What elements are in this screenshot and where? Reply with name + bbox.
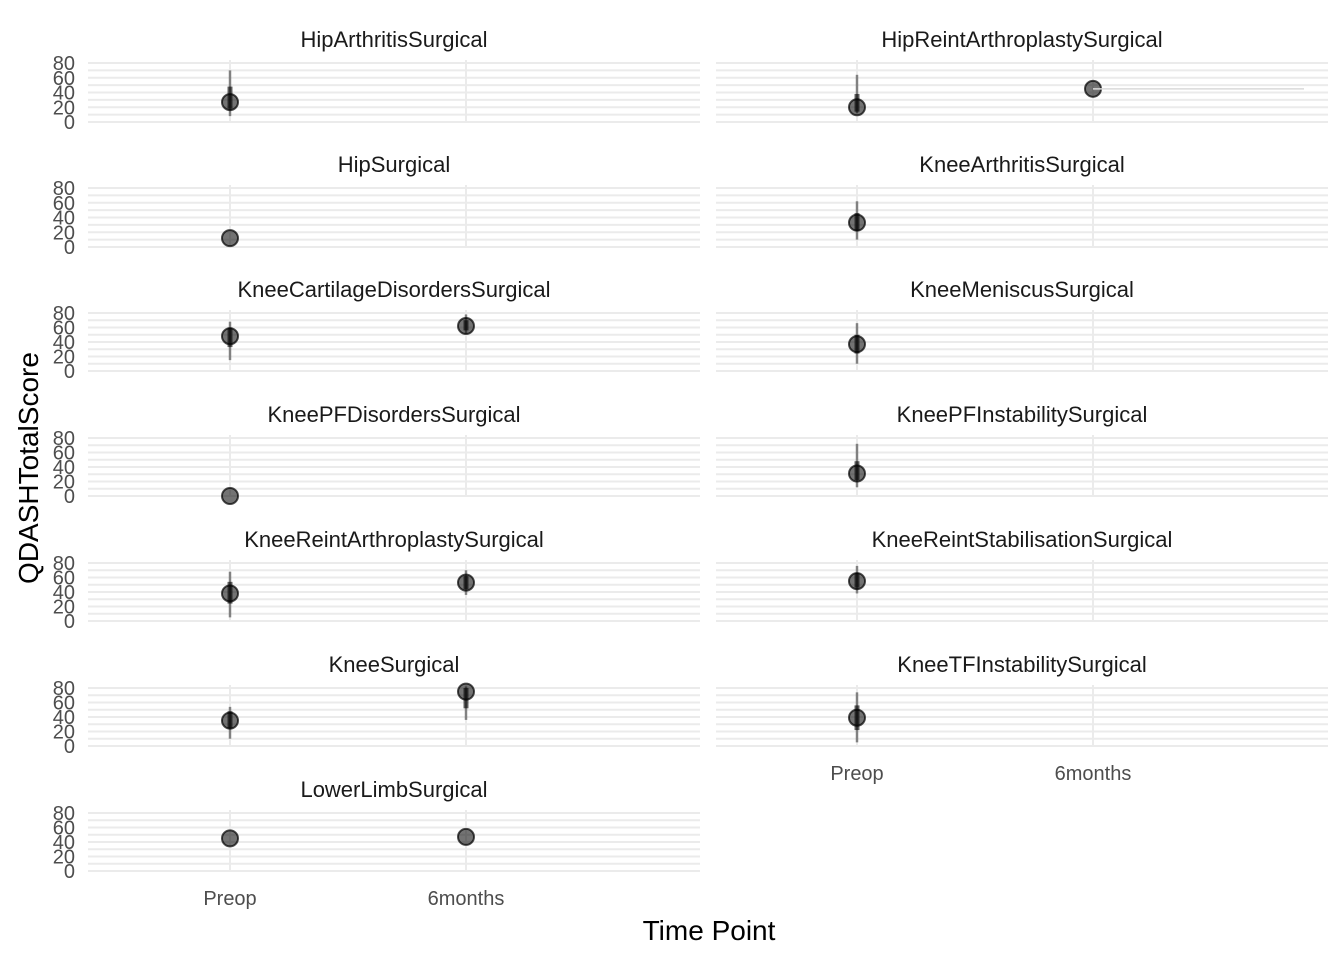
- y-tick-label: 0: [64, 736, 75, 758]
- x-tick-label: 6months: [1055, 763, 1132, 785]
- facet-panel: KneePFInstabilitySurgical: [716, 402, 1328, 497]
- facet-panel: KneeReintStabilisationSurgical: [716, 527, 1328, 622]
- data-point: [848, 708, 866, 727]
- facet-panel: KneeTFInstabilitySurgical: [716, 652, 1328, 747]
- data-point: [848, 98, 866, 117]
- facet-title: KneeArthritisSurgical: [919, 152, 1124, 177]
- y-tick-label: 60: [53, 68, 75, 90]
- data-point: [848, 572, 866, 591]
- y-tick-label: 0: [64, 112, 75, 134]
- y-tick-label: 80: [53, 53, 75, 75]
- facet-title: KneeSurgical: [329, 652, 460, 677]
- facet-title: KneeTFInstabilitySurgical: [897, 652, 1146, 677]
- x-tick-label: Preop: [203, 888, 256, 910]
- y-tick-label: 20: [53, 722, 75, 744]
- facet-title: HipArthritisSurgical: [300, 27, 487, 52]
- facet-title: KneePFDisordersSurgical: [267, 402, 520, 427]
- y-tick-label: 80: [53, 803, 75, 825]
- y-tick-label: 60: [53, 193, 75, 215]
- facet-title: KneeReintStabilisationSurgical: [872, 527, 1173, 552]
- facet-title: KneeCartilageDisordersSurgical: [237, 277, 550, 302]
- x-axis-title: Time Point: [643, 915, 776, 946]
- y-tick-label: 80: [53, 428, 75, 450]
- y-tick-label: 20: [53, 847, 75, 869]
- facet-panels: HipArthritisSurgical020406080HipReintArt…: [53, 27, 1328, 910]
- y-tick-label: 20: [53, 472, 75, 494]
- facet-panel: HipReintArthroplastySurgical: [716, 27, 1328, 123]
- facet-title: KneePFInstabilitySurgical: [897, 402, 1148, 427]
- y-tick-label: 60: [53, 693, 75, 715]
- x-tick-label: Preop: [830, 763, 883, 785]
- data-point: [221, 487, 239, 505]
- data-point: [457, 827, 475, 846]
- y-tick-label: 20: [53, 222, 75, 244]
- y-tick-label: 80: [53, 678, 75, 700]
- y-tick-label: 40: [53, 83, 75, 105]
- y-tick-label: 80: [53, 303, 75, 325]
- y-tick-label: 0: [64, 237, 75, 259]
- facet-title: KneeReintArthroplastySurgical: [244, 527, 544, 552]
- y-tick-label: 20: [53, 597, 75, 619]
- y-tick-label: 0: [64, 486, 75, 508]
- y-tick-label: 0: [64, 361, 75, 383]
- data-point: [848, 464, 866, 483]
- data-point: [221, 711, 239, 730]
- facet-title: KneeMeniscusSurgical: [910, 277, 1134, 302]
- data-point: [457, 573, 475, 592]
- data-point: [221, 327, 239, 346]
- y-tick-label: 80: [53, 553, 75, 575]
- y-tick-label: 0: [64, 611, 75, 633]
- y-tick-label: 40: [53, 582, 75, 604]
- facet-title: HipReintArthroplastySurgical: [881, 27, 1162, 52]
- y-tick-label: 40: [53, 707, 75, 729]
- y-tick-label: 60: [53, 443, 75, 465]
- facet-panel: KneeMeniscusSurgical: [716, 277, 1328, 372]
- y-tick-label: 20: [53, 97, 75, 119]
- data-point: [221, 93, 239, 112]
- y-tick-label: 60: [53, 318, 75, 340]
- data-point: [457, 682, 475, 701]
- data-point: [848, 213, 866, 232]
- y-axis-title: QDASHTotalScore: [13, 352, 44, 584]
- y-tick-label: 40: [53, 332, 75, 354]
- y-tick-label: 40: [53, 832, 75, 854]
- data-point: [457, 317, 475, 336]
- data-point: [221, 584, 239, 603]
- facet-title: LowerLimbSurgical: [300, 777, 487, 802]
- y-tick-label: 40: [53, 208, 75, 230]
- facet-panel: KneeArthritisSurgical: [716, 152, 1328, 248]
- data-point: [221, 829, 239, 848]
- data-point: [221, 229, 239, 248]
- y-tick-label: 0: [64, 861, 75, 883]
- y-tick-label: 60: [53, 818, 75, 840]
- y-tick-label: 20: [53, 347, 75, 369]
- facet-title: HipSurgical: [338, 152, 451, 177]
- data-point: [848, 335, 866, 354]
- y-tick-label: 60: [53, 568, 75, 590]
- x-tick-label: 6months: [428, 888, 505, 910]
- y-tick-label: 40: [53, 457, 75, 479]
- y-tick-label: 80: [53, 178, 75, 200]
